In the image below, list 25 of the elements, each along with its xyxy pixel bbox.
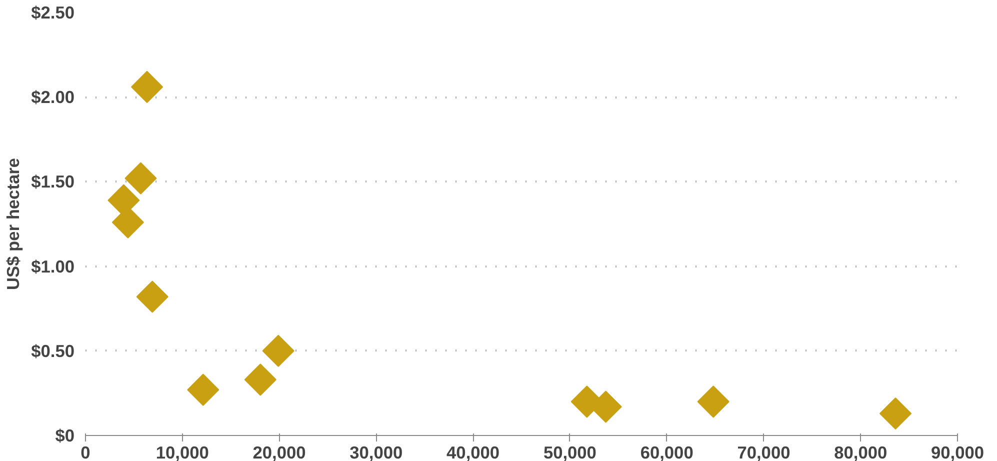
x-tick-label: 60,000	[640, 442, 694, 461]
y-tick-label: $1.00	[31, 256, 75, 276]
x-tick-label: 0	[80, 442, 90, 461]
point	[130, 70, 164, 104]
x-tick-label: 30,000	[350, 442, 403, 461]
point	[879, 397, 912, 430]
point	[244, 364, 276, 396]
x-tick-label: 70,000	[737, 442, 790, 461]
x-tick-label: 80,000	[834, 442, 888, 461]
point	[697, 386, 730, 418]
x-tick-label: 90,000	[931, 442, 984, 461]
x-tick-label: 10,000	[156, 442, 209, 461]
x-tick-label: 20,000	[252, 442, 306, 461]
y-tick-label: $2.00	[31, 87, 75, 108]
y-tick-label: $0.50	[31, 340, 75, 361]
point	[262, 334, 294, 367]
y-tick-label: $1.50	[31, 172, 75, 192]
x-tick-label: 50,000	[543, 442, 596, 461]
x-tick-label: 40,000	[446, 442, 500, 461]
y-axis-title: US$ per hectare	[3, 158, 24, 290]
point	[136, 280, 168, 313]
point	[124, 162, 157, 194]
y-tick-label: $2.50	[31, 2, 75, 22]
point	[187, 374, 220, 406]
y-tick-label: $0	[55, 426, 75, 446]
